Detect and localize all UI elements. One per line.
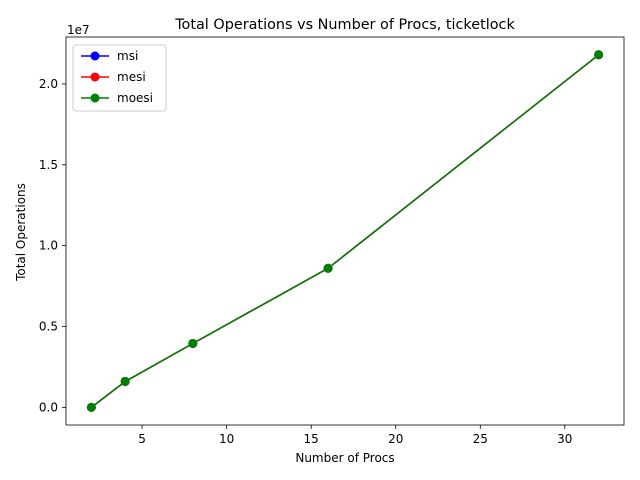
axes-frame — [65, 36, 625, 426]
legend-label-mesi: mesi — [117, 70, 146, 84]
series-line-msi — [90, 54, 600, 408]
x-tick-label: 20 — [388, 432, 403, 446]
x-tick-label: 10 — [219, 432, 234, 446]
data-point-moesi — [86, 402, 96, 412]
y-offset-label: 1e7 — [67, 23, 90, 37]
y-tick-label: 1.5 — [39, 158, 58, 172]
data-point-moesi — [594, 50, 604, 60]
y-tick-label: 2.0 — [39, 77, 58, 91]
legend-marker-mesi — [90, 72, 100, 82]
series-line-mesi — [90, 54, 600, 408]
y-tick-label: 1.0 — [39, 239, 58, 253]
legend: msi mesi moesi — [72, 44, 167, 112]
x-tick-label: 25 — [473, 432, 488, 446]
y-tick-label: 0.0 — [39, 400, 58, 414]
y-axis-label: Total Operations — [14, 183, 28, 282]
x-tick-label: 15 — [304, 432, 319, 446]
chart-title: Total Operations vs Number of Procs, tic… — [174, 17, 515, 33]
legend-marker-msi — [90, 51, 100, 61]
series-line-moesi — [90, 54, 600, 408]
legend-label-msi: msi — [117, 49, 138, 63]
x-tick-label: 30 — [557, 432, 572, 446]
legend-marker-moesi — [90, 93, 100, 103]
x-tick-label: 5 — [138, 432, 146, 446]
data-point-moesi — [188, 338, 198, 348]
x-axis-label: Number of Procs — [295, 451, 394, 465]
y-tick-label: 0.5 — [39, 320, 58, 334]
legend-label-moesi: moesi — [117, 91, 153, 105]
data-point-moesi — [323, 263, 333, 273]
plot-area: 5 10 15 20 25 30 0.0 0.5 1.0 1.5 2.0 — [39, 36, 625, 446]
data-point-moesi — [120, 376, 130, 386]
